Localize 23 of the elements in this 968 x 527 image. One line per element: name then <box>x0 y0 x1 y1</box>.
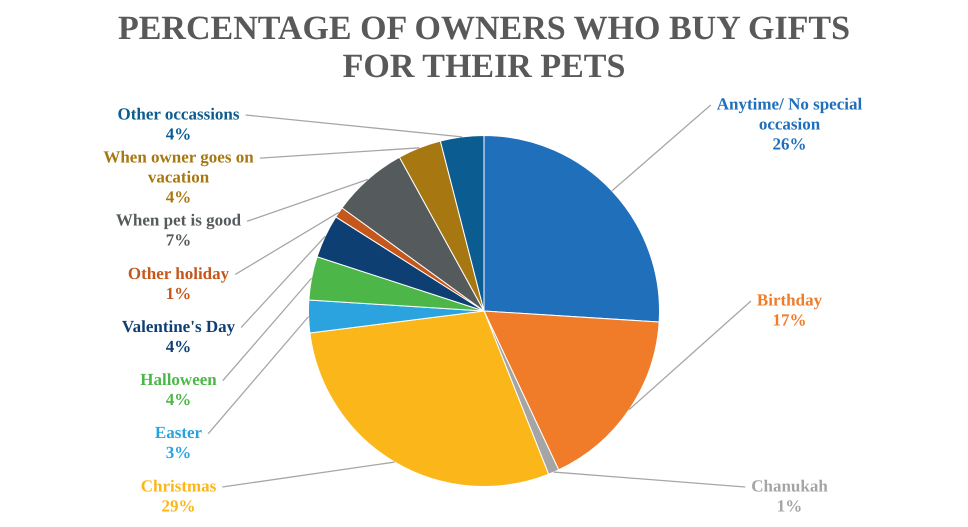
data-label: 17% <box>772 310 806 330</box>
data-label: 4% <box>166 336 192 356</box>
data-label: 4% <box>166 188 192 207</box>
slice-label: Birthday <box>756 290 823 310</box>
data-label: 1% <box>776 496 802 516</box>
slice-label: When pet is good <box>116 210 242 230</box>
slice-label: When owner goes on vacation <box>103 148 254 187</box>
data-label: 26% <box>772 134 806 154</box>
data-label: 1% <box>166 284 192 303</box>
slice-label: Christmas <box>140 476 217 496</box>
slice-label: Other occassions <box>118 104 240 124</box>
data-label: 7% <box>166 230 192 250</box>
data-label: 4% <box>166 390 192 410</box>
slice-label: Easter <box>154 423 203 442</box>
slice-label: Chanukah <box>751 476 828 496</box>
slice-label: Other holiday <box>128 264 230 283</box>
data-label: 3% <box>166 443 192 462</box>
data-label: 4% <box>166 124 192 144</box>
slice-label: Halloween <box>140 370 218 390</box>
slice-label: Valentine's Day <box>122 316 236 336</box>
chart-title: PERCENTAGE OF OWNERS WHO BUY GIFTS FOR THEIR PETS <box>116 10 852 87</box>
data-label: 29% <box>162 496 196 516</box>
slice-label: Anytime/ No special occasion <box>716 94 862 134</box>
